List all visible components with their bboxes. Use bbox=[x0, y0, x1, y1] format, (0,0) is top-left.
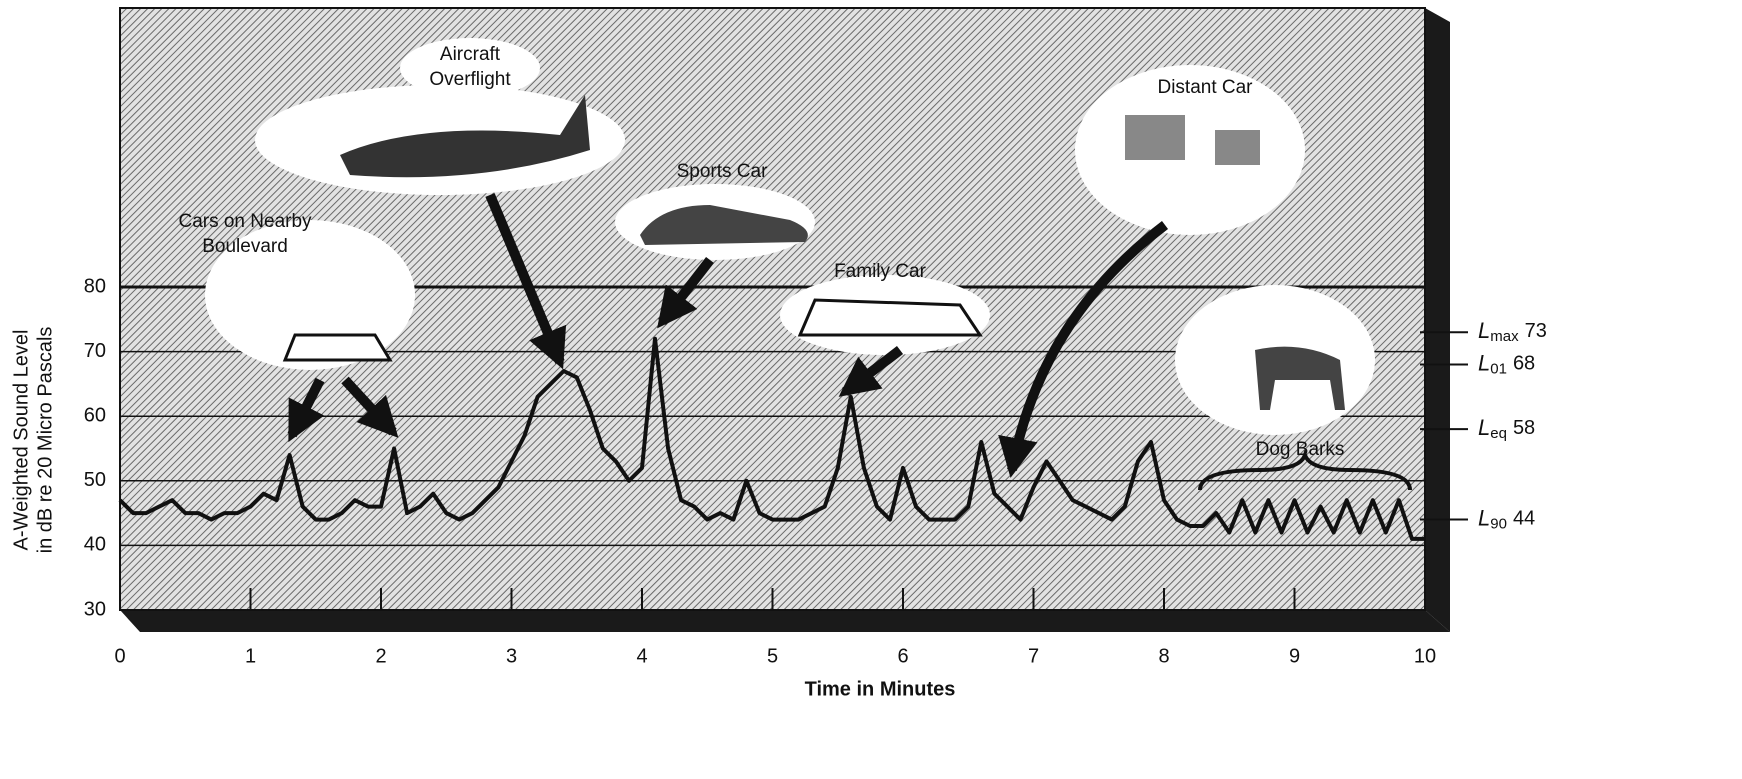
x-tick-label: 7 bbox=[1028, 645, 1039, 667]
x-tick-label: 2 bbox=[375, 645, 386, 667]
annotation-text: Boulevard bbox=[202, 236, 288, 257]
x-tick-label: 8 bbox=[1158, 645, 1169, 667]
x-tick-label: 6 bbox=[897, 645, 908, 667]
frame-bottom bbox=[120, 610, 1450, 632]
level-value: 68 bbox=[1513, 353, 1535, 375]
annotation-text: Dog Barks bbox=[1256, 439, 1345, 460]
x-tick-label: 0 bbox=[114, 645, 125, 667]
level-subscript: 90 bbox=[1490, 516, 1507, 533]
level-label: L01 68 bbox=[1478, 350, 1535, 377]
level-label: Lmax 73 bbox=[1478, 318, 1547, 345]
x-tick-label: 3 bbox=[506, 645, 517, 667]
y-axis-title: A-Weighted Sound Level bbox=[10, 330, 32, 551]
level-subscript: eq bbox=[1490, 425, 1507, 442]
annotation-text: Distant Car bbox=[1157, 77, 1253, 98]
x-tick-label: 1 bbox=[245, 645, 256, 667]
y-tick-label: 40 bbox=[84, 534, 106, 556]
level-subscript: max bbox=[1490, 328, 1519, 345]
x-tick-label: 5 bbox=[767, 645, 778, 667]
house-icon bbox=[1215, 130, 1260, 165]
y-tick-label: 80 bbox=[84, 275, 106, 297]
y-tick-label: 60 bbox=[84, 404, 106, 426]
level-symbol: L bbox=[1478, 318, 1490, 343]
annotation-text: Cars on Nearby bbox=[178, 211, 312, 232]
frame-side bbox=[1425, 8, 1450, 632]
annotation-text: Aircraft bbox=[440, 44, 501, 65]
x-tick-label: 9 bbox=[1289, 645, 1300, 667]
x-tick-label: 4 bbox=[636, 645, 647, 667]
car-icon bbox=[800, 300, 980, 335]
annotation-text: Family Car bbox=[834, 261, 927, 282]
house-icon bbox=[1125, 115, 1185, 160]
y-tick-label: 50 bbox=[84, 469, 106, 491]
level-symbol: L bbox=[1478, 505, 1490, 530]
level-value: 58 bbox=[1513, 417, 1535, 439]
level-symbol: L bbox=[1478, 350, 1490, 375]
chart: Time in Minutes A-Weighted Sound Level i… bbox=[0, 0, 1742, 779]
car-icon bbox=[285, 335, 390, 360]
level-label: L90 44 bbox=[1478, 505, 1535, 532]
level-value: 44 bbox=[1513, 508, 1535, 530]
x-tick-label: 10 bbox=[1414, 645, 1436, 667]
level-symbol: L bbox=[1478, 415, 1490, 440]
y-tick-label: 70 bbox=[84, 340, 106, 362]
x-axis-title: Time in Minutes bbox=[805, 678, 956, 700]
y-tick-label: 30 bbox=[84, 598, 106, 620]
annotation-text: Sports Car bbox=[677, 161, 768, 182]
level-label: Leq 58 bbox=[1478, 415, 1535, 442]
level-value: 73 bbox=[1525, 321, 1547, 343]
annotation-text: Overflight bbox=[429, 69, 511, 90]
level-subscript: 01 bbox=[1490, 360, 1507, 377]
y-axis-title: in dB re 20 Micro Pascals bbox=[34, 327, 56, 554]
